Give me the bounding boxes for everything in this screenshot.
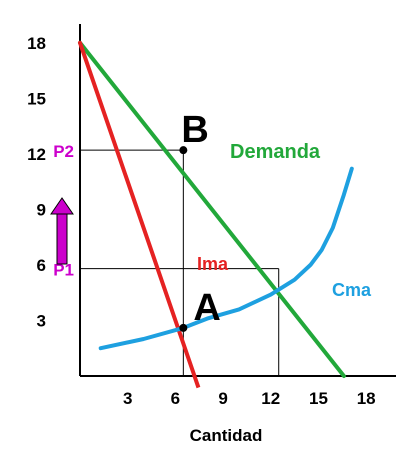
series-line-ima: [78, 40, 197, 378]
y-tick-label: 9: [37, 200, 46, 219]
chart-labels: A B Demanda Ima Cma P2 P1: [50, 109, 372, 329]
point-marker-b: [179, 146, 188, 155]
y-tick-label: 6: [37, 256, 46, 275]
series-label-demanda: Demanda: [230, 141, 321, 163]
point-marker-a: [179, 323, 188, 332]
price-label-p1: P1: [53, 261, 74, 280]
series-line-ima-extension: [192, 375, 201, 389]
x-tick-label: 12: [261, 389, 280, 408]
point-markers: [179, 146, 188, 332]
series-line-cma: [98, 166, 354, 351]
y-tick-label: 18: [27, 34, 46, 53]
x-tick-label: 9: [218, 389, 227, 408]
point-label-a: A: [193, 287, 220, 329]
series-lines: [78, 40, 354, 389]
x-tick-label: 6: [171, 389, 180, 408]
x-tick-label: 3: [123, 389, 132, 408]
x-tick-label: 18: [357, 389, 376, 408]
x-tick-label: 15: [309, 389, 328, 408]
y-tick-label: 15: [27, 89, 46, 108]
series-label-ima: Ima: [197, 254, 229, 274]
point-label-b: B: [181, 109, 208, 151]
series-label-cma: Cma: [332, 280, 372, 300]
reference-lines: [80, 149, 280, 376]
y-tick-label: 12: [27, 145, 46, 164]
y-tick-label: 3: [37, 311, 46, 330]
arrow-up-head-icon: [50, 197, 74, 215]
price-label-p2: P2: [53, 142, 74, 161]
x-axis-label: Cantidad: [190, 426, 263, 445]
series-line-demanda: [78, 40, 346, 378]
axes: 3 6 9 12 15 18 3 6 9 12 15 18: [27, 24, 396, 408]
arrow-up-icon: [56, 211, 68, 265]
